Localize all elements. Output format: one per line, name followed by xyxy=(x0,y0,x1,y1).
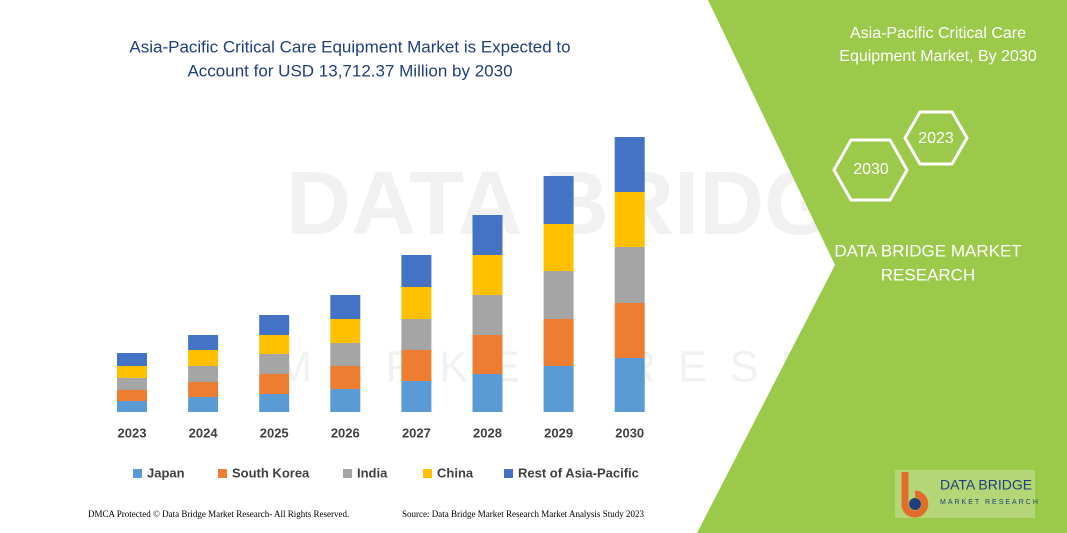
bar-segment xyxy=(543,366,574,412)
logo-text: MARKET RESEARCH xyxy=(940,499,1040,506)
bar-segment xyxy=(401,287,432,319)
bar-segment xyxy=(188,382,219,397)
hex-label: 2023 xyxy=(918,130,954,147)
hex-label: 2030 xyxy=(853,161,889,178)
x-tick-label: 2026 xyxy=(331,425,360,440)
bar-segment xyxy=(401,319,432,350)
bar-segment xyxy=(188,335,219,350)
bar-segment xyxy=(543,319,574,366)
bar-segment xyxy=(614,303,645,358)
bar-segment xyxy=(472,255,503,295)
bar-segment xyxy=(259,354,290,374)
legend-swatch xyxy=(504,469,513,478)
chart-title: Asia-Pacific Critical Care Equipment Mar… xyxy=(129,37,570,56)
x-tick-label: 2024 xyxy=(189,425,219,440)
bar-segment xyxy=(330,343,361,366)
bar-segment xyxy=(614,137,645,192)
brand: DATA BRIDGE MARKET xyxy=(834,241,1021,260)
bar-segment xyxy=(117,366,147,378)
legend-swatch xyxy=(133,469,142,478)
side-panel xyxy=(697,0,1067,533)
plot: 2023 2024 2025 2026 2027 2028 2029 2030 Japan Sou… xyxy=(117,137,645,480)
bar-segment xyxy=(259,394,290,412)
bar-segment xyxy=(117,401,147,412)
x-tick-label: 2028 xyxy=(473,425,502,440)
bar-segment xyxy=(472,215,503,255)
x-tick-label: 2029 xyxy=(544,425,573,440)
bar-segment xyxy=(188,350,219,366)
bar-segment xyxy=(117,378,147,390)
hexagon xyxy=(832,138,909,202)
bar-segment xyxy=(401,350,432,381)
bar-segment xyxy=(330,366,361,389)
x-tick-label: 2023 xyxy=(118,425,147,440)
bar-segment xyxy=(543,224,574,271)
bar-segment xyxy=(330,295,361,319)
x-tick-label: 2030 xyxy=(615,425,644,440)
legend-swatch xyxy=(218,469,227,478)
bar-segment xyxy=(543,176,574,224)
bar-segment xyxy=(259,374,290,394)
hexagon xyxy=(903,110,969,166)
bar-segment xyxy=(472,374,503,412)
bar-segment xyxy=(117,353,147,366)
legend-swatch xyxy=(343,469,352,478)
logo-mark xyxy=(909,498,921,510)
bar-segment xyxy=(543,271,574,319)
bar-segment xyxy=(188,366,219,382)
legend-label: China xyxy=(437,465,474,480)
bar-segment xyxy=(117,390,147,401)
x-tick-label: 2027 xyxy=(402,425,431,440)
bar-segment xyxy=(188,397,219,412)
bar-segment xyxy=(472,295,503,335)
logo-mark xyxy=(901,472,929,518)
panel-title: Equipment Market, By 2030 xyxy=(839,48,1037,65)
bar-segment xyxy=(259,335,290,354)
panel-title: Asia-Pacific Critical Care xyxy=(850,25,1026,42)
bar-segment xyxy=(401,381,432,412)
bar-segment xyxy=(401,255,432,287)
chart-subtitle: Account for USD 13,712.37 Million by 203… xyxy=(187,61,512,80)
legend-label: Rest of Asia-Pacific xyxy=(518,465,639,480)
bar-segment xyxy=(614,247,645,303)
footer: Source: Data Bridge Market Research Mark… xyxy=(402,509,644,519)
legend-swatch xyxy=(423,469,432,478)
bar-segment xyxy=(614,192,645,247)
x-tick-label: 2025 xyxy=(260,425,289,440)
legend-label: India xyxy=(357,465,388,480)
bar-segment xyxy=(330,389,361,412)
brand: RESEARCH xyxy=(881,265,975,284)
footer: DMCA Protected © Data Bridge Market Rese… xyxy=(88,509,349,519)
bar-segment xyxy=(259,315,290,335)
bar-segment xyxy=(330,319,361,343)
legend-label: South Korea xyxy=(232,465,310,480)
bar-segment xyxy=(614,358,645,412)
logo-text: DATA BRIDGE xyxy=(940,477,1032,493)
bar-segment xyxy=(472,335,503,374)
legend-label: Japan xyxy=(147,465,185,480)
